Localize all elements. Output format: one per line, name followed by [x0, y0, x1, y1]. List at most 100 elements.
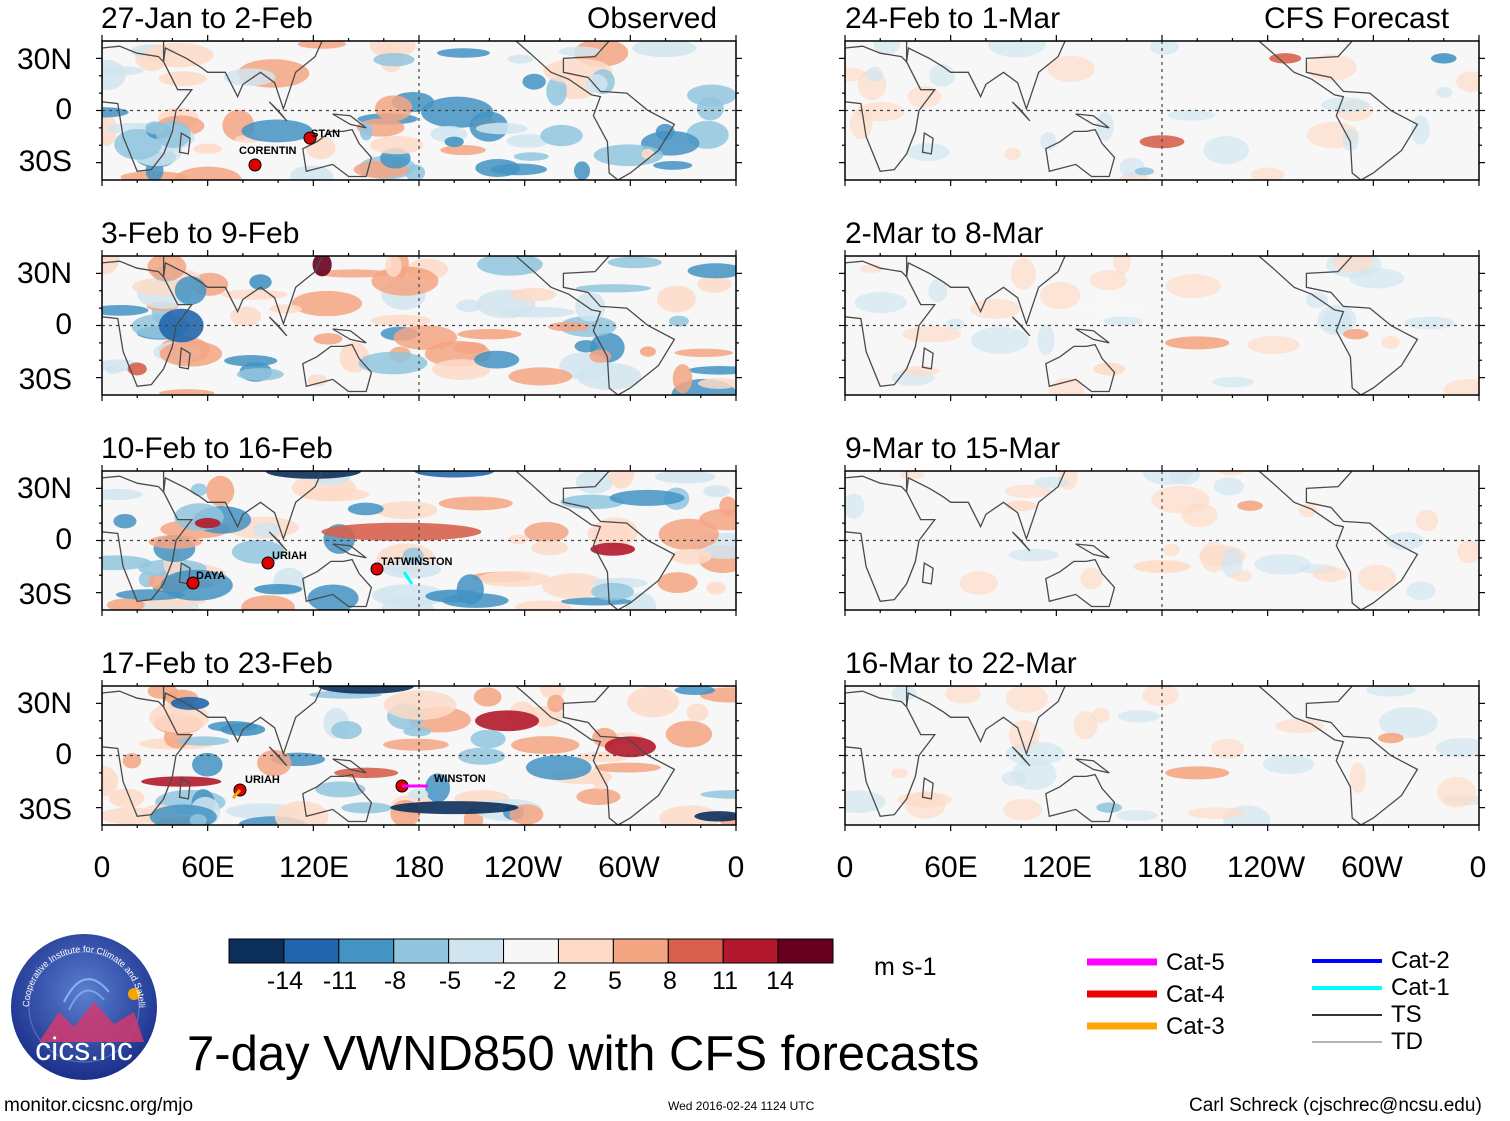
- legend-swatches: [1087, 958, 1382, 1043]
- colorbar-swatch: [393, 938, 450, 964]
- storm-label: URIAH: [272, 550, 307, 562]
- coastlines: [102, 471, 676, 610]
- lat-label-30s: 30S: [18, 578, 72, 611]
- colorbar-tick: 5: [608, 967, 622, 995]
- lat-label-30s: 30S: [18, 363, 72, 396]
- observed-map-panel: [96, 680, 742, 831]
- wind-field: [845, 41, 1479, 180]
- wind-field: [854, 256, 1479, 395]
- panel-title-obs-3: 10-Feb to 16-Feb: [101, 432, 333, 465]
- coastlines: [845, 41, 1419, 180]
- observed-label: Observed: [587, 2, 718, 35]
- forecast-map-panel: [839, 250, 1485, 401]
- map-panels: [96, 35, 1485, 831]
- colorbar-tick: 14: [766, 967, 794, 995]
- legend-label-cat1: Cat-1: [1391, 974, 1450, 1001]
- footer-author: Carl Schreck (cjschrec@ncsu.edu): [1189, 1095, 1482, 1116]
- panel-title-fc-2: 2-Mar to 8-Mar: [845, 217, 1044, 250]
- legend-label-td: TD: [1391, 1028, 1423, 1055]
- lon-label: 0: [836, 851, 854, 884]
- colorbar-swatch: [338, 938, 395, 964]
- panel-title-fc-3: 9-Mar to 15-Mar: [845, 432, 1061, 465]
- coastlines: [102, 41, 676, 180]
- colorbar-tick: -2: [493, 967, 517, 995]
- storm-label: TATWINSTON: [381, 556, 453, 568]
- observed-map-panel: [96, 250, 742, 401]
- observed-map-panel: [96, 465, 742, 616]
- colorbar-tick: 11: [712, 967, 738, 995]
- lon-label: 120E: [278, 851, 350, 884]
- wind-field: [102, 686, 736, 825]
- panel-title-obs-1: 27-Jan to 2-Feb: [101, 2, 313, 35]
- storm-label: DAYA: [196, 570, 226, 582]
- lat-label-eq: 0: [55, 738, 72, 771]
- logo-text: cics.nc: [35, 1031, 133, 1067]
- lon-label: 60E: [181, 851, 235, 884]
- legend-label-cat5: Cat-5: [1166, 949, 1225, 976]
- lat-label-30n: 30N: [16, 687, 72, 720]
- colorbar-tick: -8: [383, 967, 407, 995]
- lon-label: 0: [1469, 851, 1487, 884]
- colorbar-units: m s-1: [874, 953, 937, 981]
- colorbar: [228, 938, 834, 964]
- lon-label: 60W: [1341, 851, 1403, 884]
- colorbar-swatch: [503, 938, 559, 964]
- storm-marker: [370, 562, 384, 576]
- colorbar-swatch: [722, 938, 779, 964]
- storm-label: URIAH: [245, 774, 280, 786]
- panel-title-obs-4: 17-Feb to 23-Feb: [101, 647, 333, 680]
- colorbar-swatch: [283, 938, 340, 964]
- coastlines: [102, 256, 676, 395]
- colorbar-swatch: [667, 938, 724, 964]
- panel-title-fc-1: 24-Feb to 1-Mar: [845, 2, 1061, 35]
- legend-label-cat4: Cat-4: [1166, 981, 1225, 1008]
- colorbar-tick: -14: [266, 967, 304, 995]
- colorbar-swatch: [612, 938, 669, 964]
- storm-marker: [248, 158, 262, 172]
- storm-label: CORENTIN: [239, 145, 297, 157]
- lon-label: 180: [1136, 851, 1188, 884]
- lon-label: 60W: [598, 851, 660, 884]
- lat-label-30n: 30N: [16, 472, 72, 505]
- lat-label-30s: 30S: [18, 793, 72, 826]
- storm-label: WINSTON: [434, 773, 486, 785]
- lon-label: 0: [93, 851, 111, 884]
- colorbar-tick: -11: [322, 967, 358, 995]
- coastlines: [845, 686, 1419, 825]
- storm-marker: [303, 131, 317, 145]
- forecast-map-panel: [839, 465, 1485, 616]
- legend-label-ts: TS: [1391, 1001, 1422, 1028]
- colorbar-tick: 8: [663, 967, 677, 995]
- colorbar-tick: -5: [438, 967, 462, 995]
- lon-label: 180: [393, 851, 445, 884]
- lat-label-30n: 30N: [16, 43, 72, 76]
- lat-label-eq: 0: [55, 308, 72, 341]
- coastlines: [845, 256, 1419, 395]
- forecast-label: CFS Forecast: [1264, 2, 1450, 35]
- storm-marker: [186, 576, 200, 590]
- lon-label: 0: [727, 851, 745, 884]
- panel-title-obs-2: 3-Feb to 9-Feb: [101, 217, 300, 250]
- cics-logo: Cooperative Institute for Climate and Sa…: [9, 932, 157, 1080]
- lon-label: 120W: [483, 851, 563, 884]
- colorbar-swatch: [777, 938, 834, 964]
- wind-field: [102, 256, 736, 395]
- coastlines: [845, 471, 1419, 610]
- forecast-map-panel: [839, 680, 1485, 831]
- colorbar-tick: 2: [553, 967, 567, 995]
- colorbar-swatch: [557, 938, 614, 964]
- lon-label: 120W: [1226, 851, 1306, 884]
- footer-url[interactable]: monitor.cicsnc.org/mjo: [4, 1095, 194, 1116]
- colorbar-swatch: [448, 938, 505, 964]
- storm-track: [402, 571, 414, 585]
- lat-label-eq: 0: [55, 523, 72, 556]
- storm-label: STAN: [311, 128, 341, 140]
- wind-field: [845, 471, 1479, 601]
- panel-title-fc-4: 16-Mar to 22-Mar: [845, 647, 1077, 680]
- observed-map-panel: [96, 35, 742, 186]
- lon-label: 120E: [1021, 851, 1093, 884]
- storm-track: [231, 789, 242, 799]
- lat-label-30n: 30N: [16, 257, 72, 290]
- wind-field: [102, 41, 736, 180]
